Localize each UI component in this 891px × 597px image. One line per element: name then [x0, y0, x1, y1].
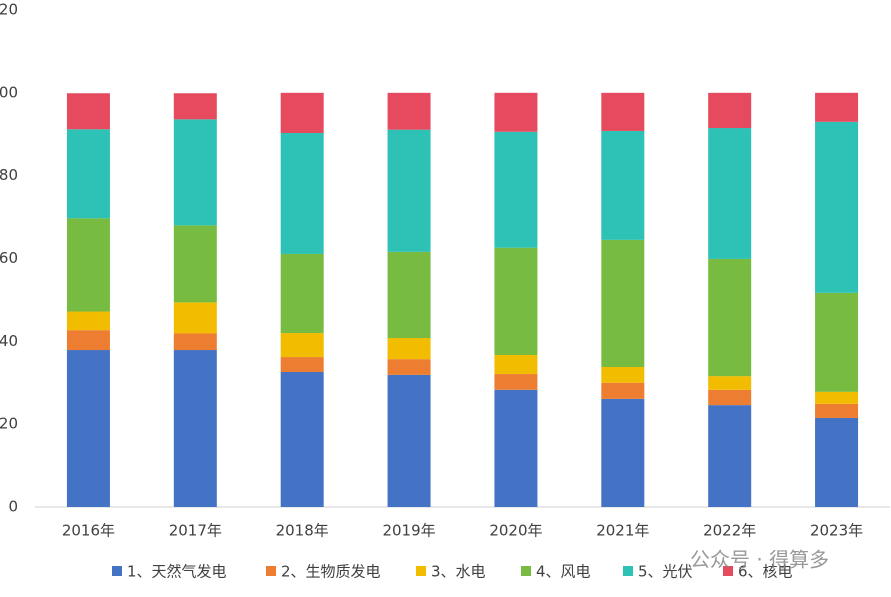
bar-segment [280, 371, 324, 507]
legend-swatch [623, 566, 633, 576]
legend-swatch [112, 566, 122, 576]
bar-segment [387, 338, 431, 360]
bar-segment [173, 302, 217, 334]
x-tick-label: 2018年 [276, 522, 329, 540]
bar-segment [708, 389, 752, 406]
bar-segment [387, 251, 431, 339]
y-tick-label: 40 [0, 332, 18, 350]
legend-swatch [723, 566, 733, 576]
y-tick-label: 60 [0, 249, 18, 267]
bar-segment [601, 92, 645, 131]
bar-segment [601, 239, 645, 368]
bar-segment [494, 247, 538, 356]
legend-label: 5、光伏 [638, 563, 693, 581]
bar-segment [708, 376, 752, 390]
bar-segment [173, 350, 217, 507]
bar-segment [387, 92, 431, 130]
bar-segment [494, 374, 538, 390]
bar-segment [601, 130, 645, 240]
watermark: 公众号 · 得算多 [690, 548, 829, 572]
bar-segment [173, 225, 217, 303]
legend-label: 6、核电 [738, 563, 793, 581]
x-tick-label: 2022年 [703, 522, 756, 540]
bar-segment [66, 218, 110, 312]
x-tick-label: 2020年 [489, 522, 542, 540]
bar-segment [66, 330, 110, 351]
bar-segment [708, 258, 752, 377]
bar-segment [494, 92, 538, 132]
bar-segment [66, 129, 110, 219]
bar-segment [280, 92, 324, 134]
bar-segment [815, 403, 859, 418]
legend-label: 4、风电 [536, 563, 591, 581]
bar-segment [280, 133, 324, 254]
bar-segment [815, 292, 859, 392]
bar-segment [173, 93, 217, 120]
bar-segment [66, 311, 110, 331]
y-tick-label: 80 [0, 166, 18, 184]
y-tick-label: 100 [0, 83, 18, 101]
bar-segment [815, 391, 859, 404]
bar-segment [66, 93, 110, 130]
bar-segment [815, 121, 859, 293]
bar-segment [708, 405, 752, 507]
bar-segment [280, 333, 324, 358]
bar-segment [387, 129, 431, 252]
y-tick-label: 120 [0, 1, 18, 19]
bar-segment [708, 92, 752, 129]
legend-swatch [266, 566, 276, 576]
legend-label: 3、水电 [431, 563, 486, 581]
y-tick-label: 20 [0, 415, 18, 433]
legend-label: 2、生物质发电 [281, 563, 381, 581]
bar-segment [494, 355, 538, 375]
bar-segment [173, 119, 217, 226]
legend-swatch [521, 566, 531, 576]
bar-segment [387, 374, 431, 507]
bar-segment [280, 253, 324, 334]
bar-segment [494, 389, 538, 507]
x-tick-label: 2016年 [62, 522, 115, 540]
x-tick-label: 2021年 [596, 522, 649, 540]
legend-swatch [416, 566, 426, 576]
bar-segment [66, 350, 110, 507]
bar-segment [708, 128, 752, 259]
bar-segment [815, 417, 859, 507]
x-tick-label: 2019年 [382, 522, 435, 540]
legend-label: 1、天然气发电 [127, 563, 227, 581]
x-tick-label: 2017年 [169, 522, 222, 540]
bar-segment [173, 333, 217, 351]
bar-segment [815, 92, 859, 122]
bar-segment [280, 357, 324, 372]
y-tick-label: 0 [8, 498, 18, 516]
bar-segment [387, 359, 431, 375]
x-tick-label: 2023年 [810, 522, 863, 540]
bar-segment [601, 367, 645, 383]
bar-segment [494, 131, 538, 248]
bar-segment [601, 398, 645, 507]
bar-segment [601, 382, 645, 399]
